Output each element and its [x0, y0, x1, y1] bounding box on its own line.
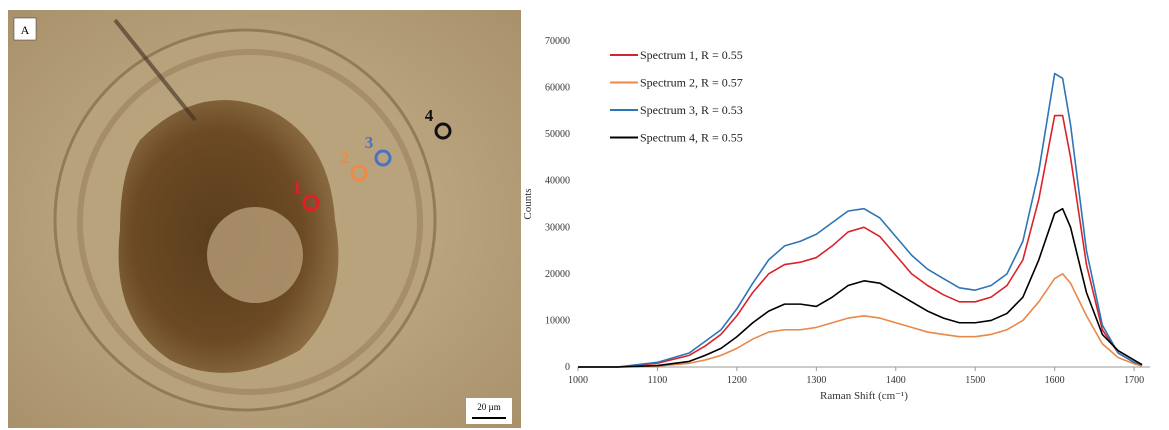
canvas: A 20 µm 1 23 4 0 10000 20000 30000 40000 50000 60…	[0, 0, 1169, 430]
legend-label: Spectrum 2, R = 0.57	[640, 76, 743, 90]
y-tick-label: 60000	[545, 83, 570, 94]
x-tick-label: 1200	[727, 375, 747, 386]
y-tick-label: 10000	[545, 315, 570, 326]
series-line	[578, 274, 1142, 367]
x-tick-label: 1300	[806, 375, 826, 386]
sample-marker-label: 4	[425, 106, 434, 125]
sample-marker-label: 2	[341, 148, 350, 167]
series-line	[578, 209, 1142, 367]
legend-label: Spectrum 3, R = 0.53	[640, 103, 743, 117]
micrograph: A 20 µm	[8, 10, 521, 428]
x-tick-label: 1400	[886, 375, 906, 386]
y-tick-label: 30000	[545, 222, 570, 233]
panel-label: A	[21, 23, 30, 37]
x-axis-label: Raman Shift (cm⁻¹)	[820, 390, 908, 402]
scale-bar-label: 20 µm	[477, 402, 500, 412]
y-tick-label: 70000	[545, 36, 570, 47]
y-tick-label: 20000	[545, 269, 570, 280]
x-tick-label: 1500	[965, 375, 985, 386]
x-tick-label: 1100	[648, 375, 668, 386]
legend-label: Spectrum 1, R = 0.55	[640, 48, 743, 62]
sample-marker-label: 1	[293, 178, 302, 197]
legend-label: Spectrum 4, R = 0.55	[640, 131, 743, 145]
x-tick-label: 1700	[1124, 375, 1144, 386]
x-tick-label: 1600	[1045, 375, 1065, 386]
series-line	[578, 74, 1142, 367]
y-tick-label: 40000	[545, 176, 570, 187]
y-tick-label: 0	[565, 362, 570, 373]
sample-marker-label: 3	[365, 133, 374, 152]
inner-body	[207, 207, 303, 303]
figure: A 20 µm 1 23 4 0 10000 20000 30000 40000 50000 60…	[0, 0, 1169, 430]
series-line	[578, 116, 1142, 367]
y-axis-label: Counts	[522, 188, 534, 219]
x-tick-label: 1000	[568, 375, 588, 386]
y-tick-label: 50000	[545, 129, 570, 140]
